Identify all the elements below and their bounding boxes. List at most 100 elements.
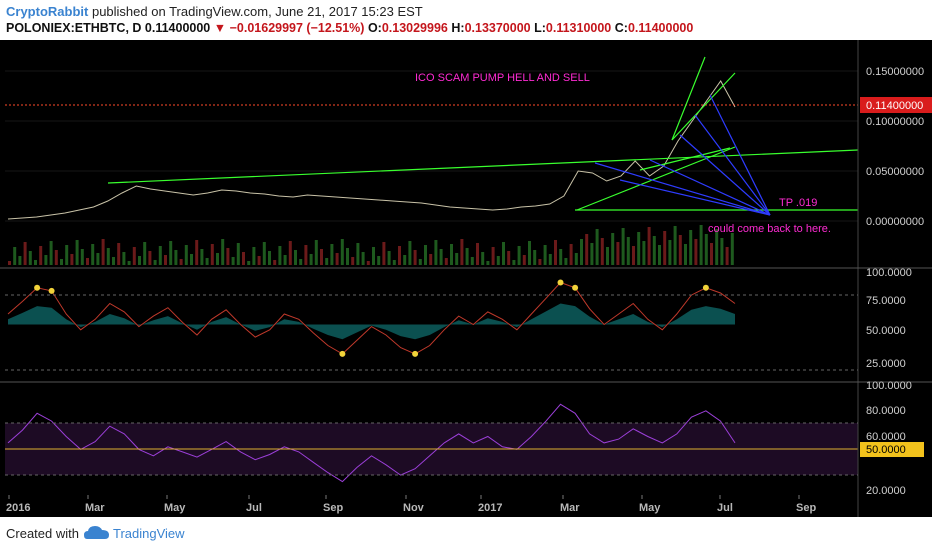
x-axis-labels: 2016 Mar May Jul Sep Nov 2017 Mar May Jul Sep [6,495,816,514]
projection-line-4 [679,134,771,216]
volume-bar [476,243,479,265]
volume-bar [44,255,48,265]
price-change: −0.01629997 (−12.51%) [229,21,365,35]
stochastic-axis-label: 50.0000 [866,325,906,337]
volume-bar [283,255,287,265]
tradingview-cloud-icon [84,526,109,539]
volume-bar [632,246,635,265]
volume-bar [190,254,193,265]
volume-bar [595,229,599,265]
volume-bar [377,256,381,265]
volume-bar [205,258,209,265]
volume-bar [491,247,495,265]
volume-bar [299,259,303,265]
volume-bar [398,246,401,265]
volume-bar [658,245,661,265]
volume-bar [450,244,453,265]
annotation-title-note: ICO SCAM PUMP HELL AND SELL [415,72,590,84]
chart-area[interactable]: ICO SCAM PUMP HELL AND SELL TP .019 coul… [0,40,932,517]
rising-line-1 [576,146,736,211]
volume-bar [268,251,271,265]
volume-bar [663,231,667,265]
volume-bar [730,233,734,265]
volume-bar [606,247,609,265]
volume-bar [174,250,178,265]
volume-bar [294,250,297,265]
volume-bar [262,242,266,265]
close-value: 0.11400000 [627,21,694,35]
volume-bar [138,256,141,265]
volume-bar [413,250,417,265]
volume-bar [382,242,386,265]
volume-bar [96,253,100,265]
published-text: published on TradingView.com, June 21, 2… [91,4,423,19]
rsi-axis-label: 20.0000 [866,485,906,497]
volume-bar [694,239,698,265]
volume-bar [720,238,724,265]
volume-bar [626,237,630,265]
author-link[interactable]: CryptoRabbit [6,4,89,19]
x-axis-label: May [164,502,186,514]
volume-bar [512,260,516,265]
volume-bars [8,225,734,265]
stochastic-k-line [7,281,736,355]
high-label: H: [451,21,465,35]
volume-bar [153,260,157,265]
volume-bar [387,251,391,265]
stochastic-axis-label: 25.0000 [866,358,906,370]
close-label: C: [614,21,628,35]
rsi-level-badge [860,442,924,457]
volume-bar [101,239,105,265]
x-axis-label: Mar [85,502,105,514]
volume-bar [642,241,646,265]
volume-bar [91,244,95,265]
grid-lines [5,70,858,222]
volume-bar [356,243,360,265]
projection-line-2 [619,179,771,216]
fan-line-3 [639,147,731,171]
volume-bar [252,247,256,265]
x-axis-label: Sep [323,502,343,514]
volume-bar [673,226,677,265]
volume-bar [143,242,147,265]
volume-bar [117,243,121,265]
symbol-line: POLONIEX:ETHBTC, D 0.11400000 ▼ −0.01629… [6,21,693,35]
volume-bar [200,249,204,265]
volume-bar [455,253,459,265]
volume-bar [621,228,625,265]
volume-bar [710,243,713,265]
volume-bar [637,232,641,265]
x-axis-label: Nov [403,502,425,514]
volume-bar [106,248,110,265]
volume-bar [517,246,521,265]
volume-bar [689,230,693,265]
volume-bar [465,248,469,265]
x-axis-label: Jul [246,502,262,514]
volume-bar [668,240,672,265]
volume-bar [65,245,69,265]
x-axis-label: 2017 [478,502,502,514]
volume-bar [330,244,334,265]
volume-bar [314,240,318,265]
volume-bar [304,245,308,265]
volume-bar [715,229,719,265]
volume-bar [80,249,84,265]
volume-bar [127,261,131,265]
created-with-label: Created with [6,526,79,541]
x-axis-label: Mar [560,502,580,514]
volume-bar [460,239,464,265]
tradingview-brand-link[interactable]: TradingView [113,526,185,541]
level-dashed-lines [5,294,858,476]
price-axis-label: 0.15000000 [866,66,924,78]
volume-bar [273,260,277,265]
volume-bar [481,252,485,265]
volume-bar [221,239,225,265]
y-axis-labels: 0.15000000 0.10000000 0.05000000 0.00000000… [866,66,924,497]
volume-bar [403,255,407,265]
volume-bar [13,247,17,265]
annotation-target: TP .019 [779,197,817,209]
stochastic-dot [34,284,41,291]
volume-bar [418,259,422,265]
volume-bar [392,260,396,265]
volume-bar [590,243,594,265]
